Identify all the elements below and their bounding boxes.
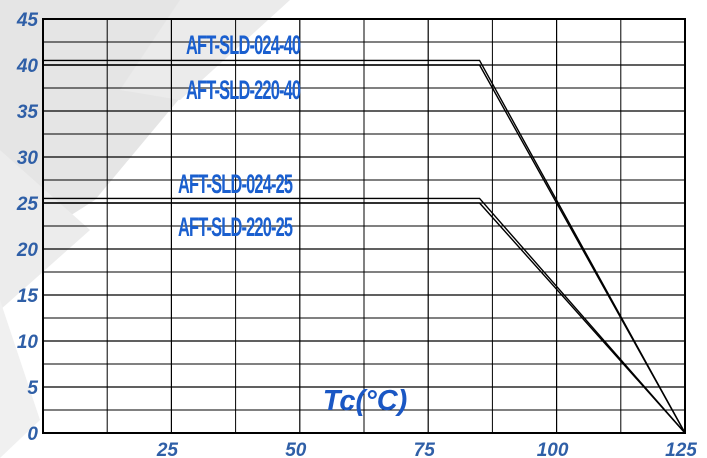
- curves: [43, 59, 686, 434]
- series-line-2: [43, 197, 686, 434]
- x-tick-label-0: 25: [156, 440, 179, 458]
- x-tick-label-4: 125: [665, 440, 697, 458]
- x-tick-label-3: 100: [537, 440, 569, 458]
- y-tick-label-7: 35: [17, 102, 39, 123]
- series-label-2: AFT-SLD-024-25: [178, 169, 293, 199]
- y-tick-label-3: 15: [17, 286, 39, 307]
- series-line-1: [43, 64, 686, 434]
- y-tick-label-0: 0: [27, 424, 38, 445]
- x-axis-title: Tc(°C): [323, 385, 408, 417]
- series-label-0: AFT-SLD-024-40: [186, 30, 301, 60]
- series-labels: AFT-SLD-024-40 AFT-SLD-220-40 AFT-SLD-024-…: [178, 30, 302, 242]
- series-label-1: AFT-SLD-220-40: [186, 75, 301, 105]
- series-line-0: [43, 59, 686, 434]
- y-tick-label-2: 10: [17, 332, 39, 353]
- y-tick-label-9: 45: [16, 10, 39, 31]
- x-tick-labels: 25 50 75 100 125: [156, 440, 697, 458]
- y-tick-labels: 0 5 10 15 20 25 30 35 40 45: [16, 10, 39, 445]
- series-label-3: AFT-SLD-220-25: [178, 212, 293, 242]
- y-tick-label-8: 40: [16, 56, 39, 77]
- plot-frame: [42, 18, 686, 434]
- y-tick-label-4: 20: [16, 240, 39, 261]
- x-tick-label-2: 75: [414, 440, 436, 458]
- y-tick-label-5: 25: [16, 194, 39, 215]
- y-tick-label-6: 30: [17, 148, 39, 169]
- y-tick-label-1: 5: [27, 378, 38, 399]
- series-line-3: [43, 202, 686, 434]
- x-tick-label-1: 50: [285, 440, 307, 458]
- grid: [42, 18, 686, 434]
